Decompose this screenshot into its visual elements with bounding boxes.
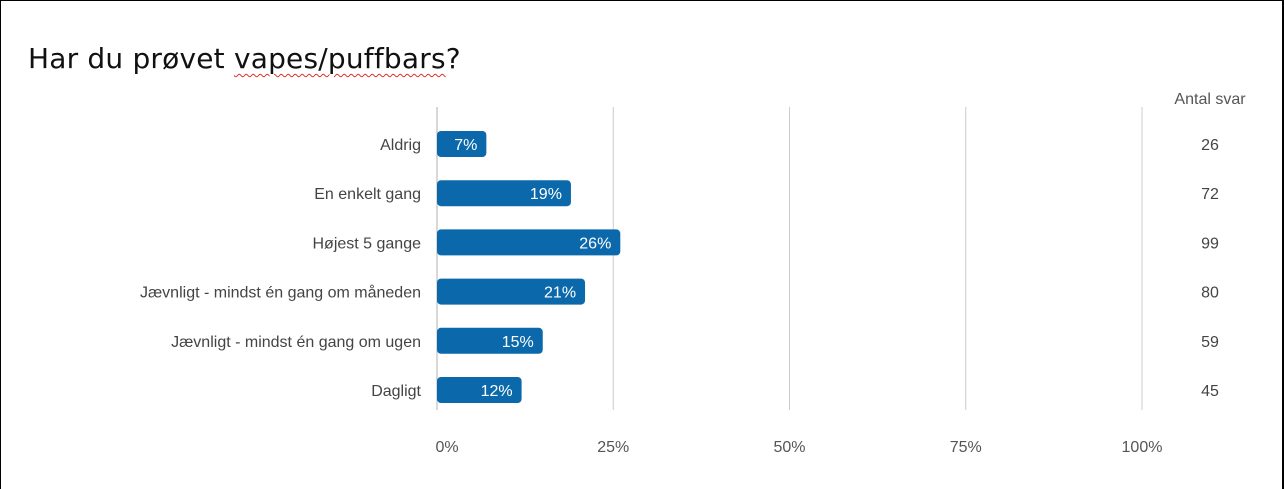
category-label: Aldrig	[380, 137, 421, 154]
bar	[437, 278, 586, 305]
chart-title-text: Har du prøvet	[28, 42, 234, 75]
count-value: 45	[1201, 383, 1219, 400]
grid-lines	[436, 107, 1143, 410]
category-label: Jævnligt - mindst én gang om ugen	[171, 334, 421, 351]
x-tick-label: 25%	[597, 439, 629, 456]
category-label: Jævnligt - mindst én gang om måneden	[140, 284, 421, 302]
bar	[437, 327, 543, 354]
bar-value-label: 19%	[530, 186, 562, 203]
x-tick-label: 0%	[435, 439, 458, 456]
x-axis-ticks: 0% 25% 50% 75% 100%	[435, 439, 1162, 456]
bar-value-label: 26%	[579, 235, 611, 252]
chart-title-end: ?	[445, 42, 461, 75]
x-tick-label: 100%	[1122, 439, 1163, 456]
bars: 7% 19% 26% 21% 15% 12%	[437, 131, 621, 403]
count-value: 26	[1201, 137, 1219, 154]
count-value: 99	[1201, 235, 1219, 252]
category-label: Højest 5 gange	[312, 235, 421, 252]
bar-value-label: 7%	[454, 137, 477, 154]
count-value: 72	[1201, 186, 1219, 203]
bar	[437, 131, 487, 157]
x-tick-label: 75%	[950, 439, 982, 456]
bar-value-label: 12%	[481, 383, 513, 400]
count-value: 80	[1201, 285, 1219, 302]
category-label: En enkelt gang	[314, 186, 421, 203]
counts-header: Antal svar	[1174, 91, 1246, 108]
bar	[437, 180, 571, 207]
x-tick-label: 50%	[773, 439, 805, 456]
chart-title-marked-text: vapes/puffbars	[233, 42, 446, 75]
bar	[437, 229, 621, 256]
count-column: Antal svar 26 72 99 80 59 45	[1174, 91, 1246, 400]
category-label: Dagligt	[371, 383, 421, 400]
category-labels: Aldrig En enkelt gang Højest 5 gange Jævnli…	[140, 137, 422, 400]
bar	[437, 377, 522, 403]
count-value: 59	[1201, 334, 1219, 351]
bar-value-label: 21%	[544, 285, 576, 302]
chart-title: Har du prøvet vapes/puffbars?	[28, 39, 461, 79]
bar-value-label: 15%	[502, 334, 534, 351]
